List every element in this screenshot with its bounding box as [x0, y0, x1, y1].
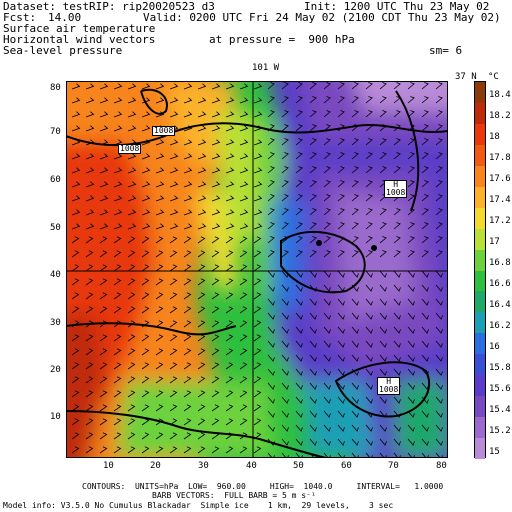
y-tick: 80 [50, 83, 61, 93]
high-pressure-label: H 1008 [377, 377, 401, 395]
colorbar-swatch [475, 207, 485, 230]
colorbar-label: 16.8 [489, 258, 511, 269]
x-tick: 10 [103, 461, 114, 471]
y-tick: 40 [50, 270, 61, 280]
dataset-label: Dataset: test [3, 0, 90, 13]
colorbar-label: 18 [489, 132, 500, 143]
field3-label: Sea-level pressure [3, 44, 123, 57]
high-pressure-label: H 1008 [384, 180, 408, 198]
fcst-value: 14.00 [48, 11, 82, 24]
x-tick: 60 [341, 461, 352, 471]
fcst-label: Fcst: [3, 11, 37, 24]
contours-info: CONTOURS: UNITS=hPa LOW= 960.00 HIGH= 10… [82, 482, 444, 491]
y-tick: 20 [50, 365, 61, 375]
colorbar-swatch [475, 417, 485, 439]
y-tick: 50 [50, 223, 61, 233]
colorbar-label: 16.2 [489, 320, 511, 331]
barb-vectors-info: BARB VECTORS: FULL BARB = 5 m s⁻¹ [152, 491, 316, 500]
smoothing-label: sm= 6 [429, 44, 463, 57]
x-tick: 80 [436, 461, 447, 471]
colorbar-swatch [475, 312, 485, 334]
colorbar-swatch [475, 123, 485, 146]
field2-label: Horizontal wind vectors [3, 33, 156, 46]
colorbar-label: 17.4 [489, 195, 511, 206]
colorbar-label: 18.4 [489, 90, 511, 101]
colorbar-label: 17.2 [489, 216, 511, 227]
colorbar-swatch [475, 354, 485, 376]
colorbar-swatch [475, 291, 485, 313]
field1-label: Surface air temperature [3, 22, 156, 35]
colorbar-swatch [475, 249, 485, 271]
colorbar-swatch [475, 82, 485, 104]
y-tick: 10 [50, 412, 61, 422]
colorbar-swatch [475, 228, 485, 251]
init-label: Init: 1200 UTC Thu 23 May 02 [304, 0, 490, 13]
x-tick: 40 [246, 461, 257, 471]
colorbar-label: 17.8 [489, 153, 511, 164]
x-tick: 50 [293, 461, 304, 471]
colorbar-label: 15 [489, 446, 500, 457]
contour-label: 1008 [152, 126, 176, 136]
temperature-map [66, 81, 448, 458]
colorbar-swatch [475, 165, 485, 188]
colorbar-swatch [475, 144, 485, 167]
x-tick: 70 [388, 461, 399, 471]
colorbar-swatch [475, 270, 485, 292]
right-latitude-label: 37 N [455, 72, 477, 82]
valid-label: Valid: 0200 UTC Fri 24 May 02 (2100 CDT … [143, 11, 501, 24]
colorbar-label: 17.6 [489, 174, 511, 185]
model-info: Model info: V3.5.0 No Cumulus Blackadar … [3, 501, 394, 510]
y-tick: 30 [50, 318, 61, 328]
top-longitude-label: 101 W [252, 63, 280, 73]
y-tick: 60 [50, 175, 61, 185]
colorbar-swatch [475, 186, 485, 209]
colorbar-label: 16.4 [489, 299, 511, 310]
y-tick: 70 [50, 127, 61, 137]
colorbar-label: 16 [489, 341, 500, 352]
rip-label: RIP: rip20020523 d3 [89, 0, 215, 13]
contour-label: 1008 [118, 144, 142, 154]
pressure-level-label: at pressure = 900 hPa [209, 33, 355, 46]
colorbar-swatch [475, 333, 485, 355]
colorbar-label: 16.6 [489, 278, 511, 289]
x-tick: 30 [198, 461, 209, 471]
colorbar-swatch [475, 438, 485, 460]
colorbar-label: 15.6 [489, 383, 511, 394]
colorbar-label: 18.2 [489, 111, 511, 122]
colorbar-swatch [475, 396, 485, 418]
temperature-colorbar [474, 81, 486, 460]
colorbar-swatch [475, 375, 485, 397]
x-tick: 20 [150, 461, 161, 471]
colorbar-swatch [475, 102, 485, 125]
colorbar-label: 15.2 [489, 425, 511, 436]
colorbar-label: 15.4 [489, 404, 511, 415]
colorbar-label: 17 [489, 237, 500, 248]
colorbar-label: 15.8 [489, 362, 511, 373]
colorbar-unit: °C [488, 72, 499, 82]
